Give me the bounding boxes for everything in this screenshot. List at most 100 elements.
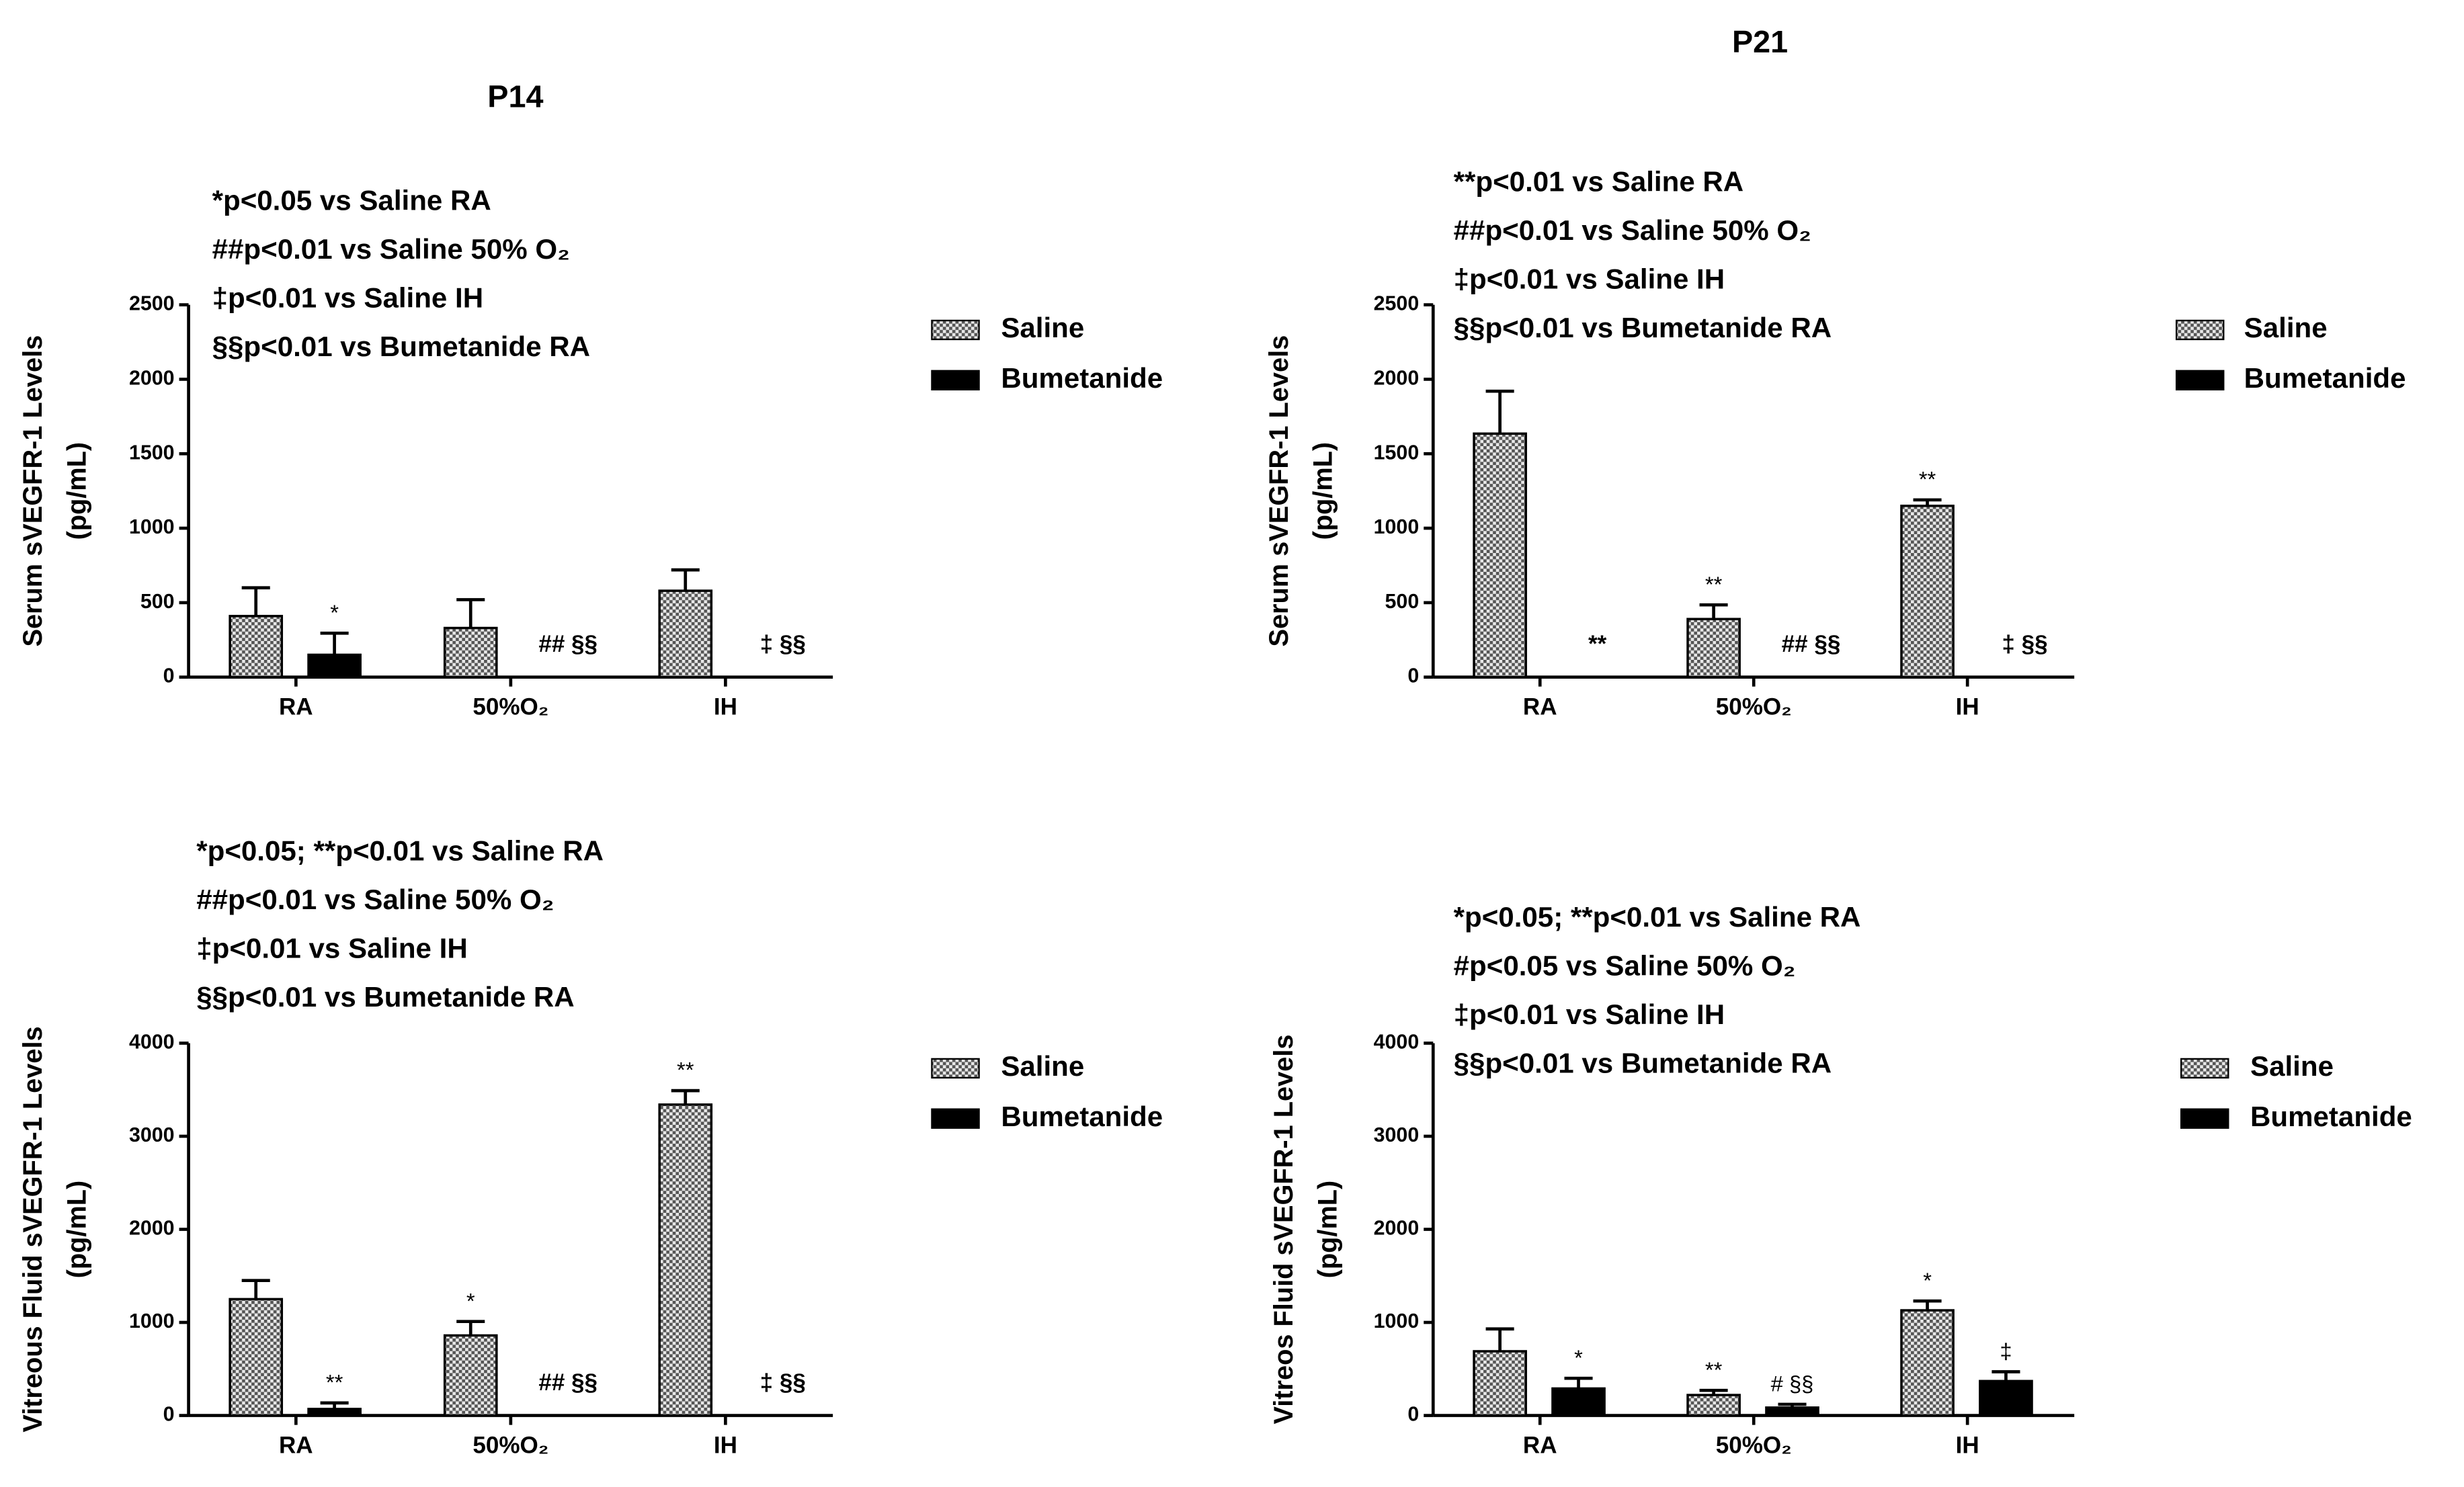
significance-label: ** xyxy=(326,1369,343,1394)
annotation: §§p<0.01 vs Bumetanide RA xyxy=(1454,1047,1832,1078)
bar xyxy=(443,1334,498,1417)
x-tick-label: IH xyxy=(1956,694,1979,720)
legend-swatch xyxy=(2180,1108,2229,1129)
significance-label: # §§ xyxy=(1771,1371,1814,1396)
bar xyxy=(658,1103,713,1417)
y-tick-label: 4000 xyxy=(1374,1031,1420,1054)
y-tick-label: 1000 xyxy=(129,1310,175,1332)
bar xyxy=(1473,1350,1527,1417)
y-tick-label: 1000 xyxy=(1374,1310,1420,1332)
significance-label: ** xyxy=(677,1058,694,1082)
annotation: ‡p<0.01 vs Saline IH xyxy=(1454,263,1725,295)
x-tick-label: RA xyxy=(279,1433,313,1459)
annotation: #p<0.05 vs Saline 50% O₂ xyxy=(1454,949,1796,981)
x-tick-label: IH xyxy=(714,1433,737,1459)
bar xyxy=(307,653,362,679)
bar xyxy=(1900,1309,1955,1417)
bar xyxy=(307,1408,362,1417)
legend-label: Bumetanide xyxy=(2244,362,2406,394)
x-tick-label: 50%O₂ xyxy=(1716,1433,1792,1459)
y-tick-label: 0 xyxy=(163,665,175,687)
significance-label: ‡ §§ xyxy=(760,631,806,657)
annotation: *p<0.05 vs Saline RA xyxy=(212,185,491,216)
significance-label: * xyxy=(330,600,339,625)
x-tick-label: IH xyxy=(714,694,737,720)
bar xyxy=(443,626,498,679)
y-axis-label: Vitreos Fluid sVEGFR-1 Levels xyxy=(1269,1035,1299,1425)
annotation: §§p<0.01 vs Bumetanide RA xyxy=(1454,312,1832,343)
legend-swatch xyxy=(2180,1058,2229,1079)
legend-label: Saline xyxy=(1001,312,1084,343)
annotation: **p<0.01 vs Saline RA xyxy=(1454,166,1744,198)
significance-label: ** xyxy=(1705,1357,1723,1382)
x-tick-label: 50%O₂ xyxy=(473,694,548,720)
annotation: ‡p<0.01 vs Saline IH xyxy=(212,282,483,314)
annotation: *p<0.05; **p<0.01 vs Saline RA xyxy=(196,835,604,867)
bar xyxy=(1900,505,1955,679)
annotation: §§p<0.01 vs Bumetanide RA xyxy=(212,331,590,362)
legend-swatch xyxy=(931,1058,980,1079)
y-axis-label: (pg/mL) xyxy=(1313,1181,1342,1279)
y-tick-label: 2000 xyxy=(1374,366,1420,389)
annotation: ##p<0.01 vs Saline 50% O₂ xyxy=(196,884,554,915)
annotation: ##p<0.01 vs Saline 50% O₂ xyxy=(1454,214,1811,246)
significance-label: * xyxy=(1574,1345,1583,1370)
legend-label: Bumetanide xyxy=(2250,1101,2412,1132)
y-tick-label: 2000 xyxy=(129,1217,175,1240)
annotation: §§p<0.01 vs Bumetanide RA xyxy=(196,981,574,1013)
y-tick-label: 1500 xyxy=(129,441,175,464)
x-tick-label: 50%O₂ xyxy=(473,1433,548,1459)
x-tick-label: 50%O₂ xyxy=(1716,694,1792,720)
y-axis-label: (pg/mL) xyxy=(1308,442,1338,540)
bar xyxy=(229,615,284,679)
legend-label: Saline xyxy=(1001,1050,1084,1082)
bar xyxy=(1473,432,1527,679)
legend-label: Saline xyxy=(2244,312,2328,343)
y-axis-label: (pg/mL) xyxy=(62,442,91,540)
legend-swatch xyxy=(2175,370,2225,391)
y-tick-label: 2000 xyxy=(129,366,175,389)
y-tick-label: 3000 xyxy=(129,1123,175,1146)
bar xyxy=(1979,1379,2033,1417)
y-tick-label: 4000 xyxy=(129,1031,175,1054)
annotation: ‡p<0.01 vs Saline IH xyxy=(196,933,467,964)
significance-label: ## §§ xyxy=(1782,631,1841,657)
x-tick-label: IH xyxy=(1956,1433,1979,1459)
y-axis-label: Serum sVEGFR-1 Levels xyxy=(18,335,48,647)
x-tick-label: RA xyxy=(1523,1433,1557,1459)
y-tick-label: 1500 xyxy=(1374,441,1420,464)
legend-swatch xyxy=(2175,319,2225,341)
significance-label: * xyxy=(1923,1268,1932,1293)
y-axis-label: Serum sVEGFR-1 Levels xyxy=(1264,335,1294,647)
significance-label: ## §§ xyxy=(538,1369,598,1396)
legend-swatch xyxy=(931,370,980,391)
annotation: *p<0.05; **p<0.01 vs Saline RA xyxy=(1454,901,1861,933)
significance-label: ‡ §§ xyxy=(760,1369,806,1396)
legend-swatch xyxy=(931,1108,980,1129)
x-tick-label: RA xyxy=(1523,694,1557,720)
annotation: ‡p<0.01 vs Saline IH xyxy=(1454,999,1725,1030)
bar xyxy=(229,1298,284,1417)
bar xyxy=(1765,1406,1819,1417)
x-tick-label: RA xyxy=(279,694,313,720)
legend-swatch xyxy=(931,319,980,341)
bar xyxy=(658,589,713,679)
y-tick-label: 2500 xyxy=(129,292,175,315)
significance-label: ** xyxy=(1919,467,1936,492)
legend-label: Bumetanide xyxy=(1001,1101,1163,1132)
significance-label: ## §§ xyxy=(538,631,598,657)
legend-label: Saline xyxy=(2250,1050,2334,1082)
legend-label: Bumetanide xyxy=(1001,362,1163,394)
significance-label: * xyxy=(466,1288,475,1313)
y-tick-label: 2500 xyxy=(1374,292,1420,315)
y-tick-label: 1000 xyxy=(1374,515,1420,538)
y-tick-label: 3000 xyxy=(1374,1123,1420,1146)
bar xyxy=(1686,618,1741,679)
y-tick-label: 2000 xyxy=(1374,1217,1420,1240)
chart-title: P21 xyxy=(1732,24,1788,59)
y-tick-label: 1000 xyxy=(129,515,175,538)
significance-label: ** xyxy=(1705,572,1723,597)
bar xyxy=(1551,1387,1606,1417)
